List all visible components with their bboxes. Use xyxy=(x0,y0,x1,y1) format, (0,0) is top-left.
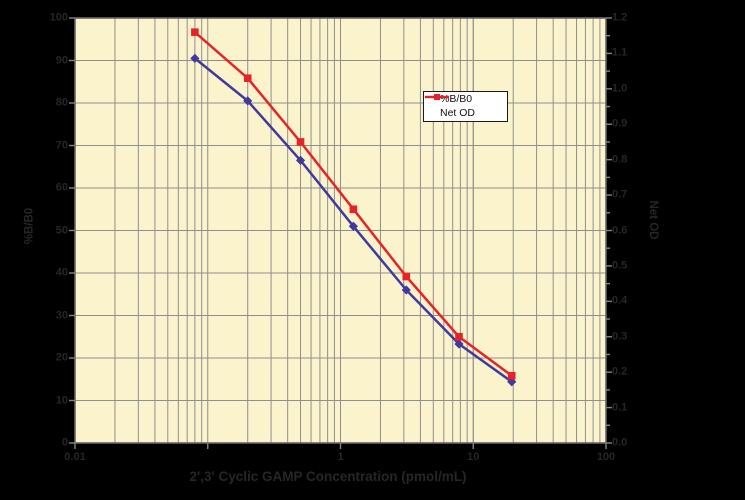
x-axis-tick-label: 100 xyxy=(596,451,616,463)
right-axis-tick-label: 0.3 xyxy=(612,330,628,343)
data-point-diamond xyxy=(190,53,200,63)
right-y-axis-title: Net OD xyxy=(646,200,659,240)
right-axis-tick-label: 0.1 xyxy=(612,401,628,414)
left-axis-tick-label: 50 xyxy=(55,224,68,236)
left-axis-tick-label: 20 xyxy=(55,351,68,364)
left-axis-tick-label: 90 xyxy=(55,54,68,66)
legend: %B/B0 Net OD xyxy=(423,91,508,122)
data-point-square xyxy=(455,332,463,341)
left-axis-tick-label: 40 xyxy=(55,266,68,279)
data-point-square xyxy=(507,371,516,380)
left-axis-tick-label: 70 xyxy=(55,139,68,151)
legend-line-sample-square xyxy=(425,94,449,100)
right-axis-tick-label: 0.0 xyxy=(612,436,628,449)
x-axis-title: 2',3' Cyclic GAMP Concentration (pmol/mL… xyxy=(189,469,467,484)
left-axis-tick-label: 60 xyxy=(55,181,68,194)
data-point-diamond xyxy=(454,339,464,349)
right-axis-tick-label: 0.7 xyxy=(612,188,628,201)
right-axis-tick-label: 1.0 xyxy=(612,82,628,95)
data-point-square xyxy=(296,138,305,146)
right-axis-tick-label: 0.9 xyxy=(612,117,628,130)
data-point-diamond xyxy=(243,96,253,106)
left-y-axis-title: %B/B0 xyxy=(23,207,36,245)
legend-entry-netod: Net OD xyxy=(425,94,507,120)
gridlines xyxy=(75,18,606,443)
right-axis-tick-label: 0.2 xyxy=(612,365,628,378)
x-axis-tick-label: 1 xyxy=(337,451,344,463)
data-point-square xyxy=(402,272,411,281)
left-axis-tick-label: 100 xyxy=(49,11,68,24)
right-axis-tick-label: 1.2 xyxy=(612,11,628,24)
x-axis-tick-label: 10 xyxy=(467,451,480,463)
data-point-diamond xyxy=(401,285,411,295)
right-axis-tick-label: 1.1 xyxy=(612,46,628,59)
left-axis-tick-label: 80 xyxy=(55,96,68,109)
right-axis-tick-label: 0.8 xyxy=(612,153,628,166)
data-point-diamond xyxy=(348,221,358,231)
right-axis-tick-label: 0.5 xyxy=(612,259,628,272)
data-point-square xyxy=(243,74,252,83)
legend-label: %B/B0 xyxy=(440,93,473,106)
right-axis-tick-label: 0.4 xyxy=(612,294,628,307)
data-point-diamond xyxy=(507,377,517,387)
right-axis-tick-label: 0.6 xyxy=(612,224,628,236)
legend-label: Net OD xyxy=(440,107,476,120)
left-axis-tick-label: 10 xyxy=(55,394,68,406)
left-axis-tick-label: 0 xyxy=(61,436,68,449)
data-point-square xyxy=(349,205,358,214)
data-point-diamond xyxy=(295,155,306,165)
axis-ticks xyxy=(69,17,612,449)
left-axis-tick-label: 30 xyxy=(55,309,68,321)
x-axis-tick-label: 0.01 xyxy=(64,451,86,463)
data-point-square xyxy=(191,28,199,36)
